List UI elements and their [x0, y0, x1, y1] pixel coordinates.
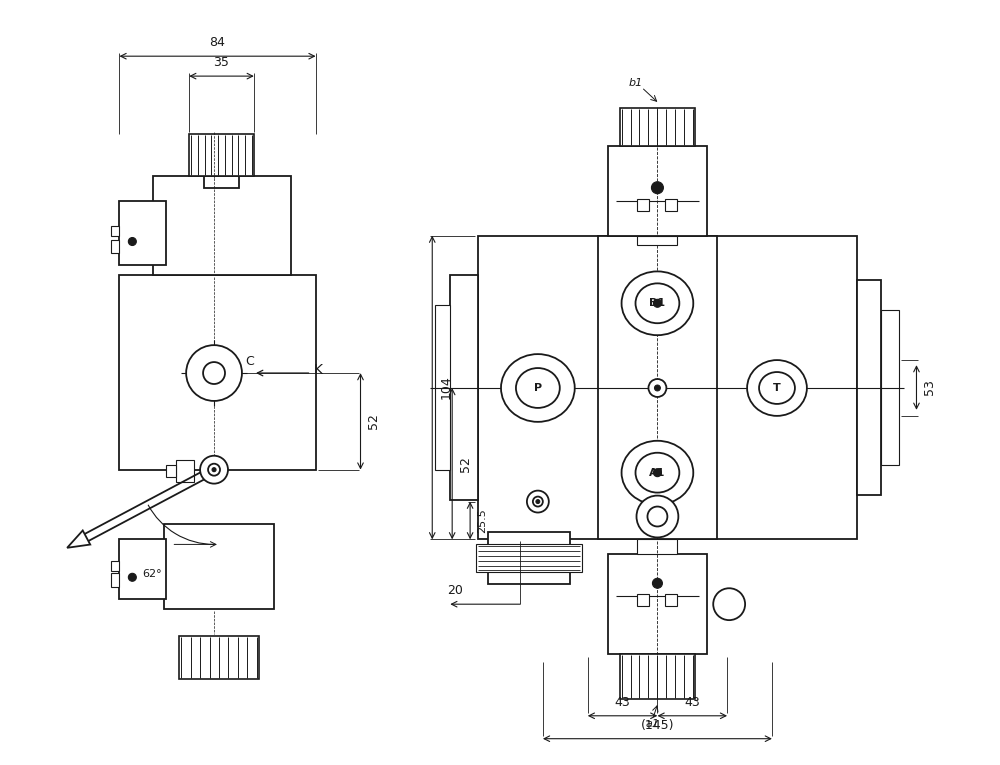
Ellipse shape [501, 354, 575, 422]
Text: T: T [773, 383, 781, 393]
Text: C: C [245, 355, 254, 368]
Text: 52: 52 [459, 456, 472, 472]
Circle shape [208, 464, 220, 476]
Bar [637, 594, 649, 606]
Bar [476, 545, 582, 572]
Circle shape [200, 456, 228, 483]
Circle shape [527, 490, 549, 513]
Circle shape [654, 385, 660, 391]
Bar [435, 305, 450, 470]
Bar [608, 146, 707, 236]
Circle shape [653, 299, 661, 308]
Text: 43: 43 [615, 696, 630, 709]
Bar [153, 176, 291, 275]
Bar [119, 275, 316, 470]
Text: P: P [534, 383, 542, 393]
Circle shape [713, 588, 745, 620]
Bar [204, 176, 239, 187]
Text: 25.5: 25.5 [477, 508, 487, 533]
Circle shape [652, 578, 662, 588]
Text: (145): (145) [641, 719, 674, 732]
Bar [608, 555, 707, 654]
Bar [665, 199, 677, 210]
Polygon shape [67, 530, 90, 548]
Bar [164, 525, 274, 609]
Bar [620, 108, 695, 146]
Text: 53: 53 [923, 379, 936, 396]
Text: B1: B1 [649, 298, 665, 308]
Bar [111, 239, 119, 253]
Bar [620, 654, 695, 699]
Circle shape [637, 496, 678, 538]
Text: a1: a1 [645, 719, 659, 729]
Circle shape [651, 182, 663, 194]
Bar [857, 280, 881, 495]
Text: 62°: 62° [142, 569, 162, 579]
Text: 20: 20 [447, 584, 463, 597]
Ellipse shape [759, 372, 795, 404]
Bar [176, 460, 194, 482]
Bar [166, 464, 176, 477]
Bar [637, 539, 677, 555]
Bar [119, 200, 166, 265]
Text: 35: 35 [214, 56, 229, 69]
Text: b1: b1 [628, 78, 643, 88]
Circle shape [203, 362, 225, 384]
Circle shape [653, 469, 661, 477]
Ellipse shape [622, 441, 693, 505]
Circle shape [533, 496, 543, 506]
Ellipse shape [636, 283, 679, 324]
Bar [450, 275, 478, 500]
Bar [598, 236, 717, 539]
Bar [111, 562, 119, 571]
Bar [179, 636, 259, 679]
Text: K: K [314, 363, 323, 377]
Circle shape [536, 500, 540, 503]
Circle shape [648, 379, 666, 397]
Circle shape [128, 573, 136, 581]
Bar [637, 199, 649, 210]
Circle shape [186, 345, 242, 401]
Bar [881, 311, 899, 464]
Ellipse shape [747, 360, 807, 416]
Bar [478, 236, 857, 539]
Circle shape [647, 506, 667, 526]
Text: A1: A1 [649, 467, 666, 477]
Bar [189, 134, 254, 176]
Circle shape [128, 237, 136, 246]
Ellipse shape [516, 368, 560, 408]
Bar [111, 226, 119, 236]
Ellipse shape [622, 272, 693, 335]
Bar [119, 539, 166, 599]
Bar [637, 236, 677, 246]
Text: 84: 84 [210, 36, 225, 49]
Text: 43: 43 [684, 696, 700, 709]
Text: 52: 52 [367, 413, 380, 429]
Bar [665, 594, 677, 606]
Ellipse shape [636, 453, 679, 493]
Circle shape [212, 467, 216, 472]
Bar [111, 573, 119, 588]
Text: 104: 104 [439, 376, 452, 399]
Bar [488, 532, 570, 584]
